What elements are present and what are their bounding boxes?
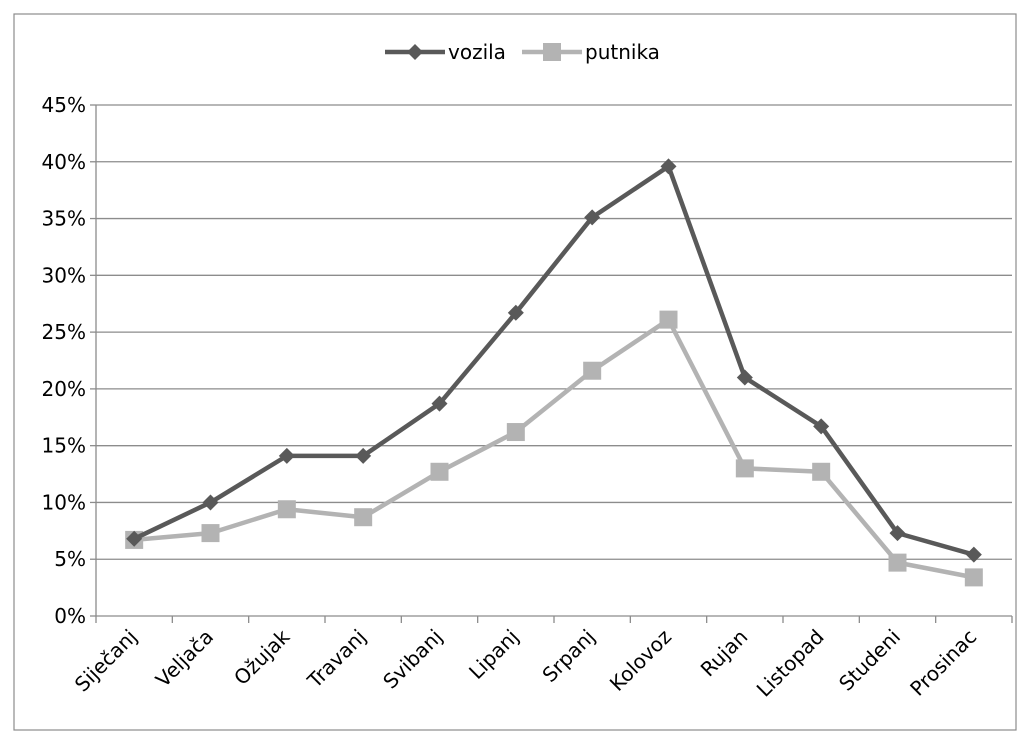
y-tick-label: 0%	[54, 604, 86, 628]
data-point	[965, 546, 982, 563]
data-point	[277, 500, 296, 519]
data-point	[202, 494, 219, 511]
y-tick-label: 10%	[42, 490, 86, 514]
legend-item-vozila: vozila	[385, 40, 506, 64]
legend: vozila putnika	[385, 40, 660, 64]
data-point	[812, 462, 831, 481]
y-tick-label: 25%	[42, 320, 86, 344]
data-point	[584, 209, 601, 226]
data-point	[659, 310, 678, 329]
data-point	[543, 43, 561, 61]
y-tick-label: 40%	[42, 150, 86, 174]
data-point	[964, 568, 983, 587]
data-point	[735, 459, 754, 478]
y-tick-label: 20%	[42, 377, 86, 401]
y-tick-label: 35%	[42, 207, 86, 231]
data-point	[201, 524, 220, 543]
y-tick-label: 45%	[42, 93, 86, 117]
legend-item-putnika: putnika	[522, 40, 660, 64]
data-point	[889, 525, 906, 542]
data-point	[407, 44, 423, 60]
y-tick-label: 30%	[42, 263, 86, 287]
data-point	[813, 418, 830, 435]
data-point	[507, 304, 524, 321]
legend-label: vozila	[448, 40, 506, 64]
data-point	[888, 553, 907, 572]
legend-label: putnika	[585, 40, 660, 64]
data-point	[278, 447, 295, 464]
data-point	[660, 158, 677, 175]
data-point	[431, 395, 448, 412]
data-point	[355, 447, 372, 464]
gridlines	[96, 104, 1012, 560]
y-tick-label: 15%	[42, 434, 86, 458]
data-point	[736, 369, 753, 386]
series-vozila	[126, 158, 982, 563]
data-point	[430, 462, 449, 481]
data-point	[354, 508, 373, 527]
data-point	[583, 361, 602, 380]
series-putnika	[125, 310, 983, 587]
series-line	[133, 317, 975, 580]
series-line	[133, 164, 975, 557]
data-point	[506, 423, 525, 442]
series-group	[125, 158, 983, 587]
data-point	[126, 530, 143, 547]
y-tick-label: 5%	[54, 547, 86, 571]
chart-border	[13, 13, 1017, 731]
